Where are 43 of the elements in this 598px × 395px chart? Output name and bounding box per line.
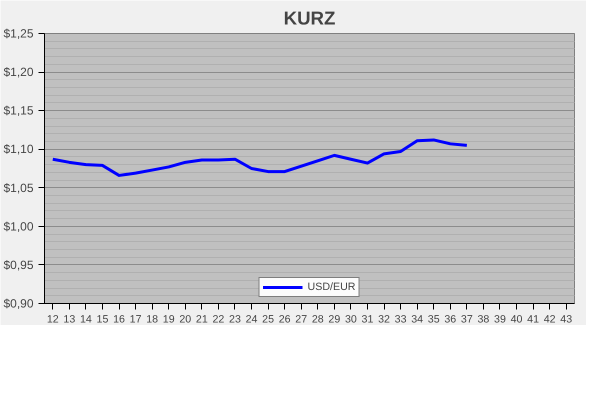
x-tick-label: 33 [394, 314, 407, 326]
x-tick-label: 30 [344, 314, 357, 326]
x-tick-label: 27 [295, 314, 308, 326]
x-tick-label: 36 [444, 314, 456, 326]
x-tick-label: 43 [560, 314, 572, 326]
y-tick-label: $1,00 [3, 219, 34, 234]
line-series [51, 138, 468, 177]
chart-title: KURZ [284, 8, 336, 28]
y-tick-label: $0,95 [3, 258, 34, 272]
x-tick-label: 14 [80, 314, 92, 326]
y-tick-label: $1,15 [3, 104, 34, 118]
x-tick-label: 19 [162, 314, 175, 326]
legend-label: USD/EUR [308, 281, 356, 293]
x-tick-label: 40 [510, 314, 523, 326]
y-tick-label: $1,05 [3, 180, 34, 195]
x-tick-label: 21 [196, 314, 208, 326]
x-tick-label: 18 [146, 314, 158, 326]
x-tick-label: 31 [362, 314, 374, 326]
x-tick-label: 26 [278, 314, 291, 326]
x-tick-label: 25 [262, 314, 274, 326]
x-tick-label: 29 [328, 314, 340, 326]
x-tick-label: 32 [378, 314, 390, 326]
x-tick-label: 38 [477, 314, 490, 326]
x-tick-label: 28 [312, 314, 324, 326]
x-tick-label: 34 [411, 314, 424, 326]
x-tick-label: 42 [544, 314, 556, 326]
x-tick-label: 12 [46, 314, 59, 326]
x-tick-label: 15 [96, 314, 108, 326]
x-tick-label: 13 [63, 314, 76, 326]
y-tick-label: $0,90 [3, 296, 34, 310]
x-tick-label: 35 [428, 314, 440, 326]
y-tick-label: $1,10 [3, 142, 34, 156]
x-tick-label: 22 [212, 314, 224, 326]
x-tick-label: 39 [494, 314, 506, 326]
x-tick-label: 23 [229, 314, 241, 326]
x-tick-label: 41 [527, 314, 540, 326]
x-tick-label: 16 [113, 314, 126, 326]
x-tick-label: 17 [130, 314, 142, 326]
y-tick-label: $1,20 [3, 65, 34, 80]
x-tick-label: 24 [246, 314, 258, 326]
x-tick-label: 37 [460, 314, 473, 326]
y-tick-label: $1,25 [3, 26, 34, 40]
x-tick-label: 20 [179, 314, 192, 326]
